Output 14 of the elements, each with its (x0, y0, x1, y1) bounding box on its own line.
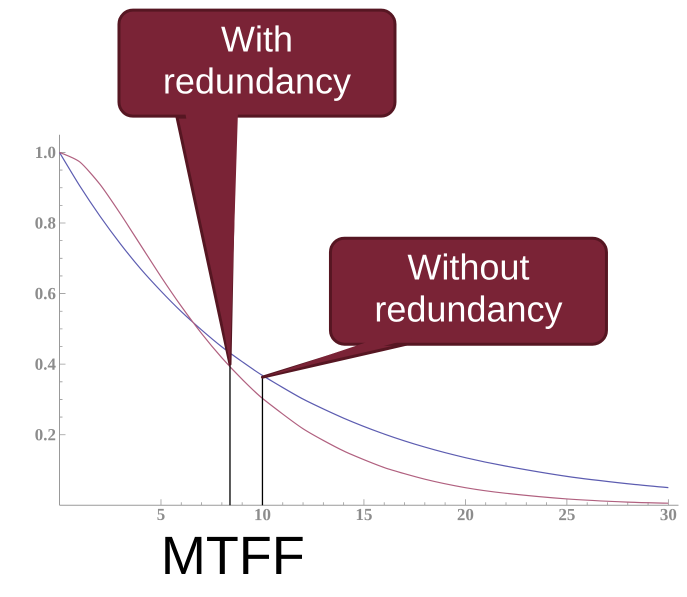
annotation: With redundancy (165, 25, 351, 101)
y-tick-label: 1.0 (36, 146, 56, 158)
y-tick-label: 0.2 (35, 428, 56, 440)
x-tick-label: 20 (458, 508, 474, 520)
annotation: Without redundancy (376, 253, 562, 329)
x-tick-label: 10 (255, 508, 270, 520)
x-tick-label: 15 (356, 508, 372, 520)
y-tick-label: 0.8 (35, 217, 56, 229)
y-tick-label: 0.6 (35, 288, 56, 300)
x-tick-label: 30 (660, 508, 676, 520)
x-tick-label: 25 (559, 508, 575, 520)
y-tick-label: 0.4 (35, 358, 56, 370)
x-tick-label: 5 (157, 508, 165, 520)
x-axis-title: MTFF (165, 536, 303, 574)
